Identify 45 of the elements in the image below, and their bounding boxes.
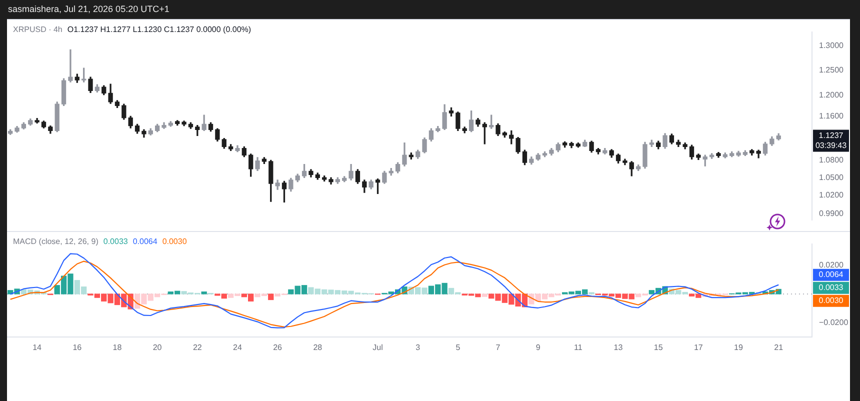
bar (482, 294, 488, 297)
x-tick-label: 7 (496, 343, 501, 352)
y-tick-label: 1.2000 (819, 90, 844, 100)
y-tick-label: 1.0200 (819, 190, 844, 200)
y-tick-label: 0.0200 (819, 260, 844, 270)
x-tick-label: 17 (694, 343, 704, 352)
x-tick-label: 21 (774, 343, 784, 352)
y-tick-label: −0.0200 (819, 318, 849, 327)
text: 03:39:43 (815, 140, 848, 150)
x-tick-label: 14 (32, 343, 42, 352)
x-tick-label: 9 (536, 343, 541, 352)
chart-title: XRPUSD · 4h (13, 25, 62, 34)
x-tick-label: 18 (112, 343, 122, 352)
y-tick-label: 1.3000 (819, 41, 844, 50)
y-tick-label: 0.9900 (819, 209, 844, 218)
x-tick-label: 5 (456, 343, 461, 352)
x-tick-label: 26 (273, 343, 283, 352)
x-tick-label: 3 (416, 343, 421, 352)
x-tick-label: 16 (72, 343, 82, 352)
x-tick-label: 11 (574, 343, 583, 352)
annotation: 0.0033 (103, 237, 128, 246)
y-tick-label: 1.0800 (819, 155, 844, 164)
x-tick-label: 19 (734, 343, 744, 352)
x-tick-label: 20 (152, 343, 162, 352)
y-tick-label: 1.1600 (819, 111, 844, 120)
chart-subtitle: sasmaishera, Jul 21, 2026 05:20 UTC+1 (8, 4, 170, 15)
text: 1.1237 (818, 130, 844, 140)
x-tick-label: Jul (372, 343, 384, 352)
bar (201, 292, 207, 294)
y-tick-label: 1.0500 (819, 172, 844, 182)
x-tick-label: 13 (614, 343, 624, 352)
x-tick-label: 24 (233, 343, 242, 352)
text: 0.0064 (818, 270, 844, 280)
annotation: 0.0064 (132, 237, 158, 246)
text: 0.0033 (818, 283, 844, 292)
x-tick-label: 22 (192, 343, 202, 352)
y-tick-label: 1.2500 (819, 65, 844, 74)
x-tick-label: 15 (654, 343, 664, 352)
x-tick-label: 28 (313, 343, 323, 352)
chart-title: MACD (close, 12, 26, 9) (13, 237, 98, 246)
bar (268, 294, 274, 300)
annotation: 0.0030 (162, 237, 187, 246)
annotation: O1.1237 H1.1277 L1.1230 C1.1237 0.0000 (0.00%) (67, 25, 252, 34)
text: 0.0030 (818, 296, 844, 306)
candlestick (68, 49, 73, 82)
